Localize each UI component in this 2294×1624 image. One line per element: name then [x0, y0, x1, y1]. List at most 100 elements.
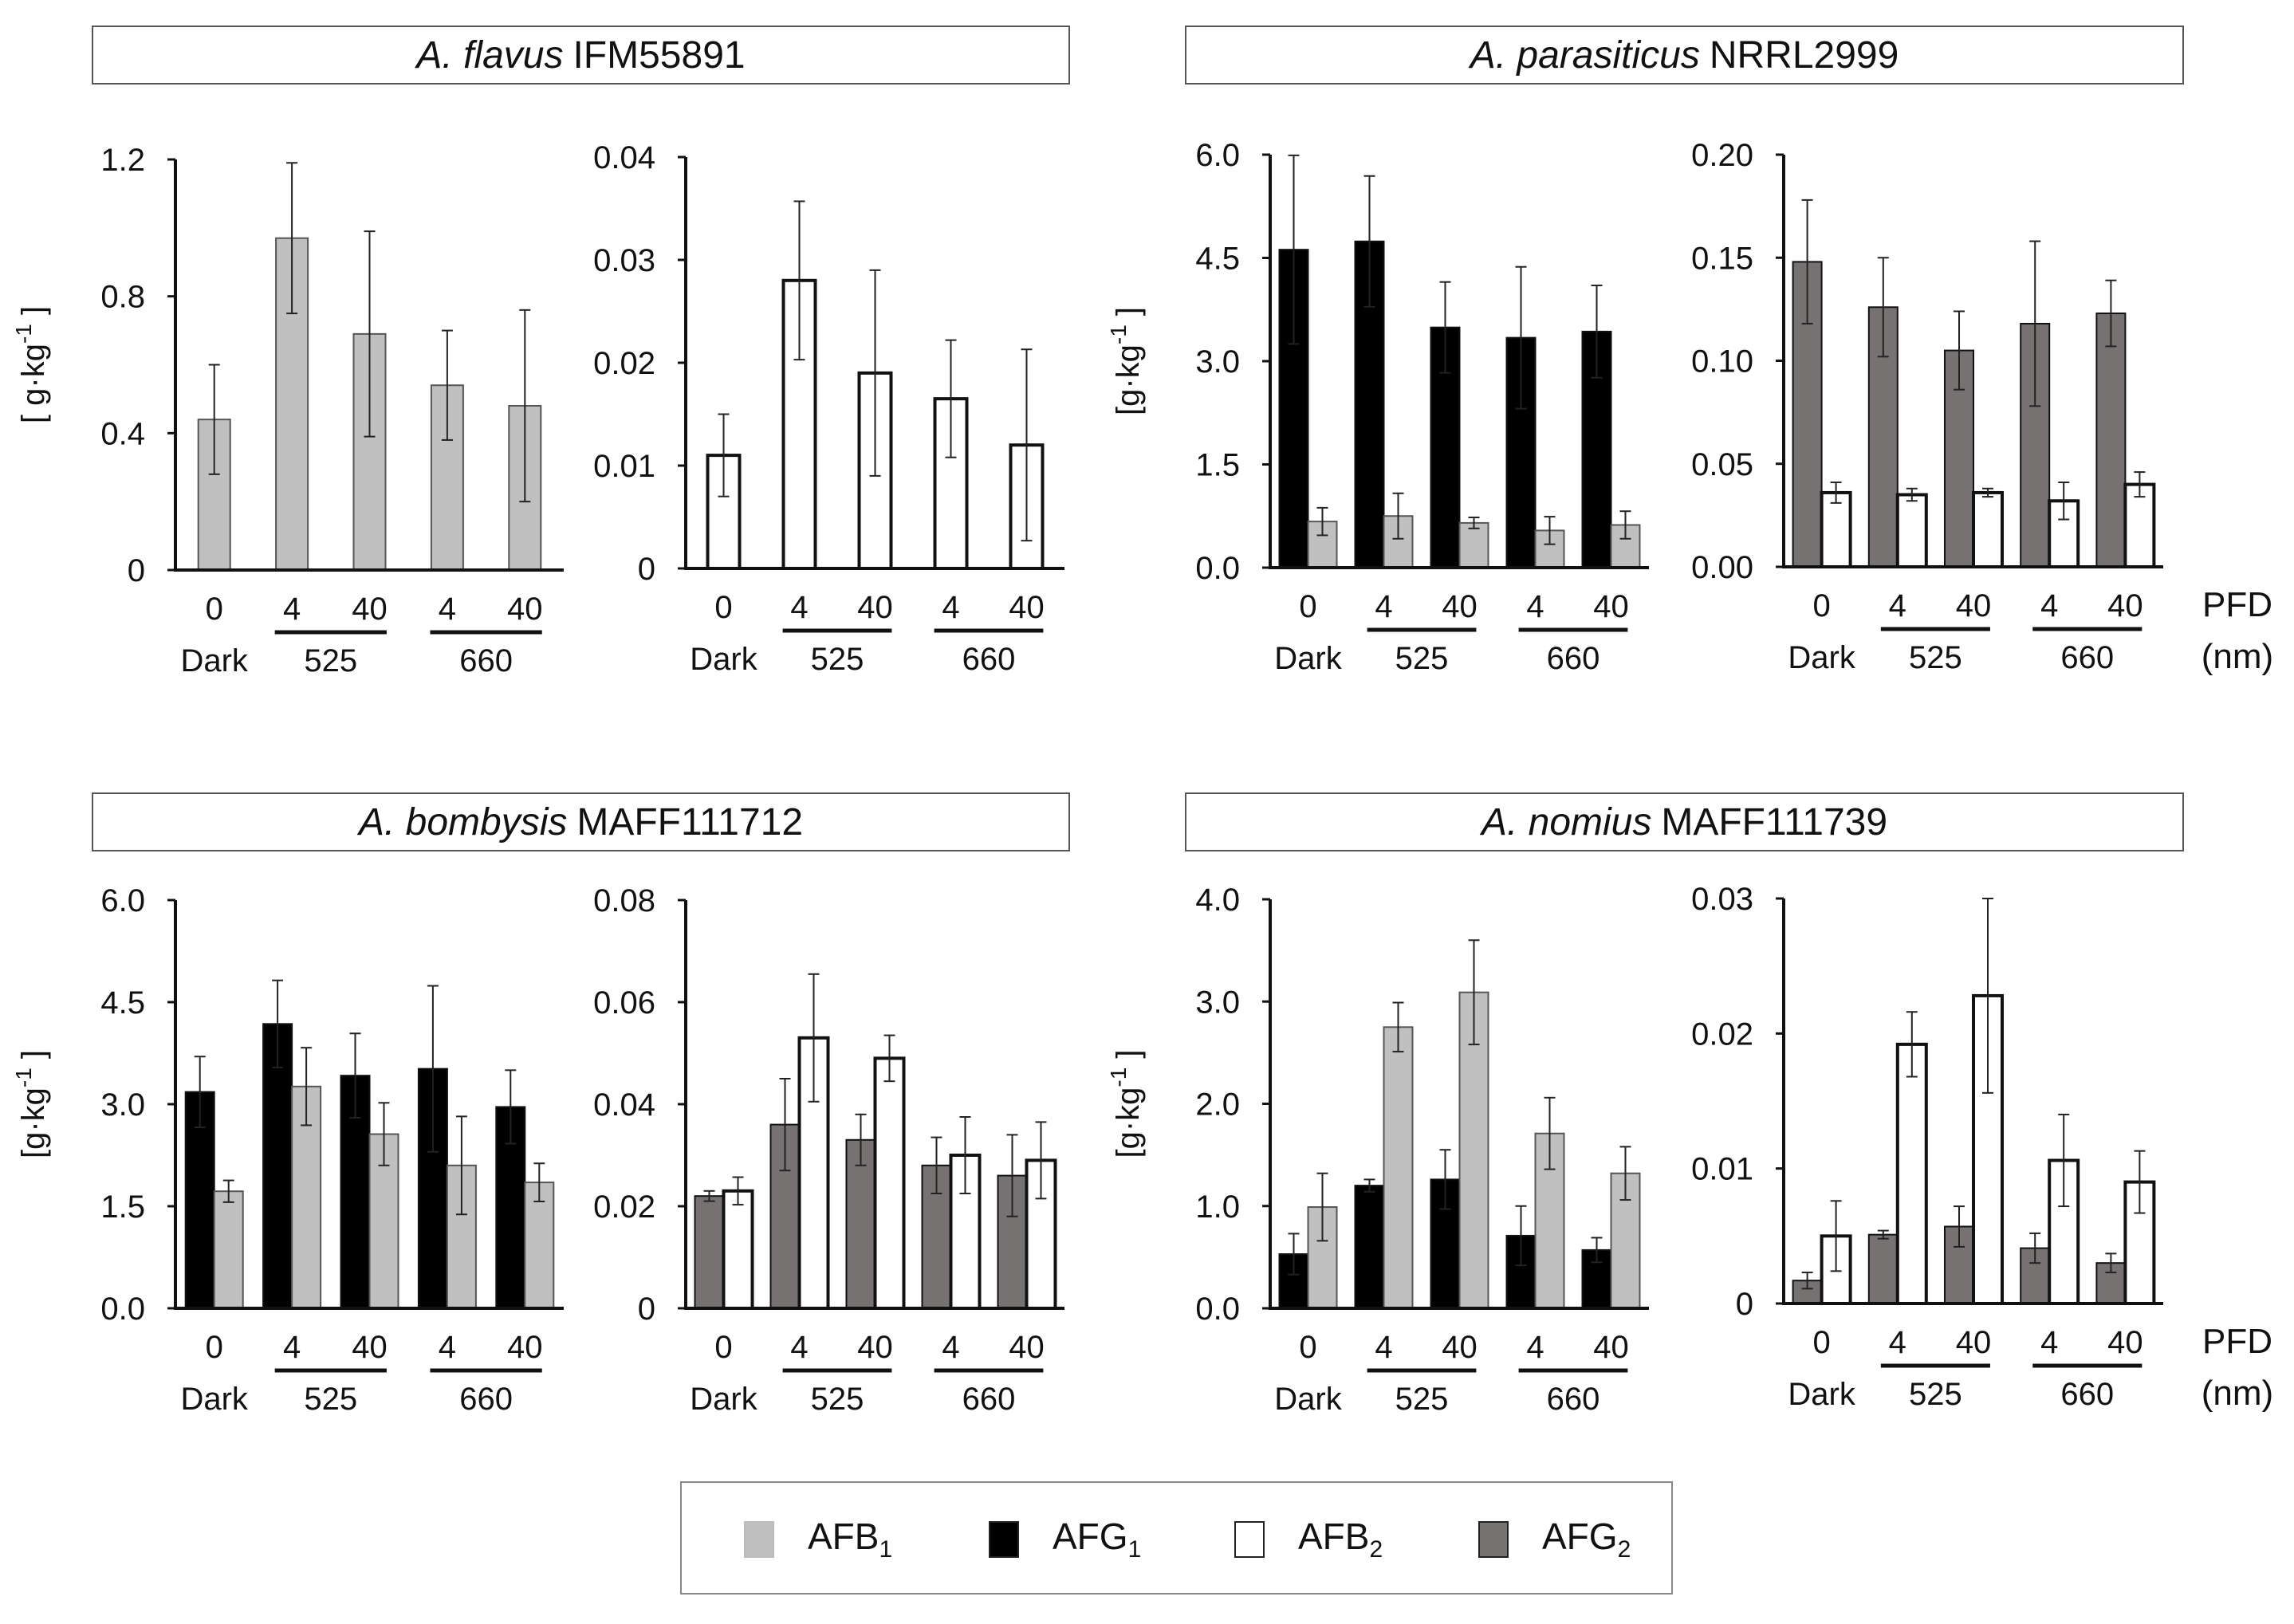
pfd-label: PFD: [2202, 1322, 2272, 1361]
bar-afg1: [262, 1023, 293, 1309]
species-name: A. nomius: [1481, 800, 1652, 843]
strain-name: IFM55891: [573, 33, 746, 77]
y-tick-label: 0.0: [100, 1292, 145, 1327]
legend-label: AFG2: [1542, 1516, 1631, 1563]
pfd-label: PFD: [2202, 585, 2272, 624]
x-tick-label: 4: [2040, 1325, 2058, 1360]
y-tick-label: 4.5: [100, 985, 145, 1020]
x-tick-label: 40: [1593, 589, 1629, 624]
x-tick-label: 4: [1375, 1330, 1392, 1365]
legend-swatch-afg2: [1478, 1521, 1509, 1558]
y-tick-label: 0.20: [1691, 138, 1753, 173]
bar-afg2: [1944, 1225, 1974, 1304]
x-tick-label: 40: [352, 592, 388, 627]
bar-afb2: [1895, 493, 1928, 569]
y-tick-label: 1.5: [1195, 448, 1240, 483]
nm-label: (nm): [2202, 1374, 2273, 1413]
bar-afg1: [1354, 1185, 1385, 1309]
legend-item-afg2: AFG2: [1478, 1516, 1631, 1563]
y-tick-label: 0.0: [1195, 551, 1240, 586]
y-tick-label: 3.0: [1195, 344, 1240, 379]
chart-6: 0 0.02 0.04 0.06 0.08 0 4 40 4 40 Dark 525 660: [593, 883, 1064, 1417]
legend-item-afb2: AFB2: [1234, 1516, 1383, 1563]
legend-label: AFG1: [1053, 1516, 1142, 1563]
x-tick-label: 0: [206, 592, 223, 627]
y-tick-label: 0.04: [593, 140, 655, 175]
group-label-660: 660: [2060, 640, 2114, 675]
y-tick-label: 0.4: [100, 416, 145, 451]
group-label-dark: Dark: [690, 642, 757, 677]
x-tick-label: 4: [439, 592, 456, 627]
y-tick-label: 6.0: [100, 883, 145, 918]
group-label-dark: Dark: [180, 1382, 248, 1417]
y-tick-label: 1.0: [1195, 1189, 1240, 1225]
y-tick-label: 0: [638, 1292, 655, 1327]
x-tick-label: 40: [1442, 1330, 1478, 1365]
legend-item-afg1: AFG1: [989, 1516, 1141, 1563]
bar-afb1: [524, 1182, 555, 1309]
bar-afb2: [1820, 490, 1852, 568]
x-tick-label: 0: [1299, 1330, 1316, 1365]
x-tick-label: 40: [1593, 1330, 1629, 1365]
bar-afb2: [1895, 1042, 1928, 1305]
y-tick-label: 0.05: [1691, 447, 1753, 482]
x-tick-label: 0: [714, 590, 732, 625]
legend-swatch-afg1: [989, 1521, 1019, 1558]
y-tick-label: 0: [638, 552, 655, 587]
group-label-dark: Dark: [1788, 1377, 1855, 1412]
chart-3: 0.0 1.5 3.0 4.5 6.0 [g·kg-1 ] 0 4 40 4 40 Dark 525 66…: [1106, 138, 1649, 676]
group-label-660: 660: [962, 1382, 1016, 1417]
group-label-525: 525: [811, 642, 864, 677]
y-tick-label: 1.5: [100, 1189, 145, 1225]
y-tick-label: 0.10: [1691, 344, 1753, 379]
y-tick-label: 4.0: [1195, 883, 1240, 918]
y-tick-label: 0: [1736, 1287, 1753, 1322]
x-tick-label: 0: [714, 1330, 732, 1365]
y-tick-label: 0: [128, 553, 145, 588]
y-tick-label: 2.0: [1195, 1087, 1240, 1123]
x-tick-label: 40: [507, 1330, 543, 1365]
group-label-660: 660: [459, 643, 513, 678]
x-tick-label: 40: [507, 592, 543, 627]
y-tick-label: 0.08: [593, 883, 655, 918]
bar-afb1: [213, 1190, 244, 1310]
y-tick-label: 0.15: [1691, 241, 1753, 276]
legend-swatch-afb1: [744, 1521, 774, 1558]
group-label-dark: Dark: [180, 643, 248, 678]
legend-item-afb1: AFB1: [744, 1516, 892, 1563]
x-tick-label: 40: [1442, 589, 1478, 624]
y-tick-label: 0.0: [1195, 1292, 1240, 1327]
group-label-525: 525: [1395, 641, 1449, 676]
y-tick-label: 0.01: [1691, 1152, 1753, 1187]
x-tick-label: 40: [2107, 588, 2143, 623]
chart-5: 0.0 1.5 3.0 4.5 6.0 [g·kg-1 ] 0 4 40 4 40 Dark 525 66…: [11, 883, 564, 1417]
x-tick-label: 40: [857, 590, 893, 625]
legend-swatch-afb2: [1234, 1521, 1265, 1558]
x-tick-label: 4: [439, 1330, 456, 1365]
group-label-660: 660: [459, 1382, 513, 1417]
group-label-525: 525: [304, 1382, 357, 1417]
group-label-dark: Dark: [690, 1382, 757, 1417]
group-label-525: 525: [811, 1382, 864, 1417]
strain-name: NRRL2999: [1709, 33, 1899, 77]
y-tick-label: 0.06: [593, 985, 655, 1020]
x-tick-label: 40: [1009, 590, 1045, 625]
group-label-dark: Dark: [1274, 1382, 1342, 1417]
species-name: A. flavus: [416, 33, 564, 77]
x-tick-label: 4: [1889, 588, 1906, 623]
x-tick-label: 40: [1956, 588, 1992, 623]
group-label-660: 660: [1547, 1382, 1600, 1417]
legend-label: AFB2: [1298, 1516, 1383, 1563]
y-tick-label: 1.2: [100, 143, 145, 178]
y-tick-label: 0.04: [593, 1087, 655, 1123]
x-tick-label: 4: [283, 592, 301, 627]
bar-afb1: [1458, 521, 1489, 569]
x-tick-label: 4: [942, 1330, 959, 1365]
x-tick-label: 0: [1299, 589, 1316, 624]
y-tick-label: 0.8: [100, 280, 145, 315]
x-tick-label: 4: [1526, 1330, 1544, 1365]
species-name: A. parasiticus: [1470, 33, 1700, 77]
x-tick-label: 4: [283, 1330, 301, 1365]
x-tick-label: 4: [790, 1330, 808, 1365]
